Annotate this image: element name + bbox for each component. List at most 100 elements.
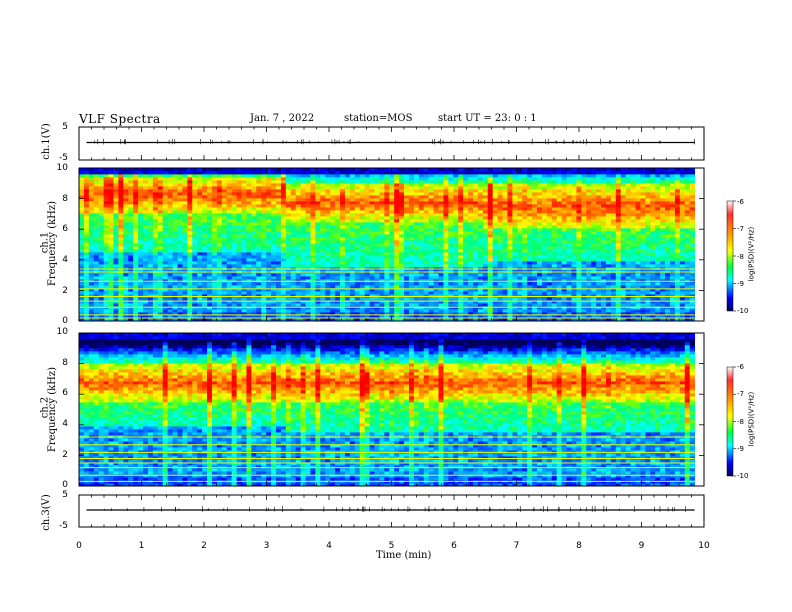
- spectrogram-cell: [522, 291, 527, 294]
- spectrogram-cell: [488, 210, 493, 213]
- spectrogram-cell: [266, 255, 271, 258]
- spectrogram-cell: [527, 204, 532, 207]
- spectrogram-cell: [79, 261, 84, 264]
- spectrogram-cell: [340, 249, 345, 252]
- spectrogram-cell: [335, 198, 340, 201]
- spectrogram-cell: [463, 291, 468, 294]
- spectrogram-cell: [301, 249, 306, 252]
- spectrogram-cell: [276, 219, 281, 222]
- spectrogram-cell: [350, 234, 355, 237]
- spectrogram-cell: [360, 291, 365, 294]
- spectrogram-cell: [345, 297, 350, 300]
- spectrogram-cell: [113, 186, 118, 189]
- spectrogram-cell: [404, 189, 409, 192]
- spectrogram-cell: [507, 246, 512, 249]
- spectrogram-cell: [463, 297, 468, 300]
- spectrogram-cell: [424, 282, 429, 285]
- spectrogram-cell: [192, 186, 197, 189]
- spectrogram-cell: [429, 309, 434, 312]
- spectrogram-cell: [202, 291, 207, 294]
- spectrogram-cell: [507, 192, 512, 195]
- spectrogram-cell: [104, 195, 109, 198]
- spectrogram-cell: [552, 258, 557, 261]
- spectrogram-cell: [365, 216, 370, 219]
- spectrogram-cell: [335, 285, 340, 288]
- spectrogram-cell: [379, 204, 384, 207]
- spectrogram-cell: [291, 252, 296, 255]
- spectrogram-cell: [197, 264, 202, 267]
- spectrogram-cell: [547, 234, 552, 237]
- spectrogram-cell: [473, 300, 478, 303]
- spectrogram-cell: [330, 252, 335, 255]
- spectrogram-cell: [153, 228, 158, 231]
- spectrogram-cell: [537, 261, 542, 264]
- spectrogram-cell: [537, 258, 542, 261]
- spectrogram-cell: [187, 222, 192, 225]
- spectrogram-cell: [232, 237, 237, 240]
- spectrogram-cell: [468, 204, 473, 207]
- spectrogram-cell: [192, 213, 197, 216]
- spectrogram-cell: [330, 279, 335, 282]
- spectrogram-cell: [384, 249, 389, 252]
- spectrogram-cell: [143, 180, 148, 183]
- spectrogram-cell: [345, 240, 350, 243]
- spectrogram-cell: [394, 252, 399, 255]
- spectrogram-cell: [463, 174, 468, 177]
- spectrogram-cell: [237, 180, 242, 183]
- spectrogram-cell: [547, 243, 552, 246]
- spectrogram-cell: [182, 207, 187, 210]
- spectrogram-cell: [84, 231, 89, 234]
- spectrogram-cell: [182, 291, 187, 294]
- spectrogram-cell: [542, 207, 547, 210]
- spectrogram-cell: [517, 273, 522, 276]
- spectrogram-cell: [148, 243, 153, 246]
- spectrogram-cell: [217, 276, 222, 279]
- spectrogram-cell: [310, 252, 315, 255]
- spectrogram-cell: [301, 258, 306, 261]
- spectrogram-cell: [507, 180, 512, 183]
- spectrogram-cell: [281, 246, 286, 249]
- spectrogram-cell: [517, 303, 522, 306]
- spectrogram-cell: [168, 183, 173, 186]
- spectrogram-cell: [468, 195, 473, 198]
- spectrogram-cell: [453, 198, 458, 201]
- spectrogram-cell: [232, 177, 237, 180]
- spectrogram-cell: [463, 276, 468, 279]
- spectrogram-cell: [468, 303, 473, 306]
- spectrogram-cell: [419, 192, 424, 195]
- spectrogram-cell: [187, 249, 192, 252]
- spectrogram-cell: [187, 246, 192, 249]
- spectrogram-cell: [113, 255, 118, 258]
- spectrogram-cell: [498, 231, 503, 234]
- spectrogram-cell: [527, 168, 532, 171]
- spectrogram-cell: [542, 225, 547, 228]
- spectrogram-cell: [443, 186, 448, 189]
- spectrogram-cell: [414, 258, 419, 261]
- spectrogram-cell: [89, 216, 94, 219]
- spectrogram-cell: [443, 240, 448, 243]
- spectrogram-cell: [547, 282, 552, 285]
- spectrogram-cell: [384, 168, 389, 171]
- spectrogram-cell: [99, 228, 104, 231]
- spectrogram-cell: [473, 183, 478, 186]
- spectrogram-cell: [266, 195, 271, 198]
- spectrogram-cell: [118, 222, 123, 225]
- spectrogram-cell: [365, 201, 370, 204]
- spectrogram-cell: [443, 297, 448, 300]
- spectrogram-cell: [217, 180, 222, 183]
- spectrogram-cell: [439, 240, 444, 243]
- spectrogram-cell: [458, 243, 463, 246]
- spectrogram-cell: [227, 219, 232, 222]
- spectrogram-cell: [89, 207, 94, 210]
- spectrogram-cell: [483, 171, 488, 174]
- spectrogram-cell: [503, 195, 508, 198]
- spectrogram-cell: [212, 246, 217, 249]
- spectrogram-cell: [419, 291, 424, 294]
- spectrogram-cell: [315, 240, 320, 243]
- spectrogram-cell: [222, 210, 227, 213]
- spectrogram-cell: [394, 210, 399, 213]
- spectrogram-cell: [163, 255, 168, 258]
- spectrogram-cell: [557, 282, 562, 285]
- spectrogram-cell: [89, 195, 94, 198]
- spectrogram-cell: [84, 252, 89, 255]
